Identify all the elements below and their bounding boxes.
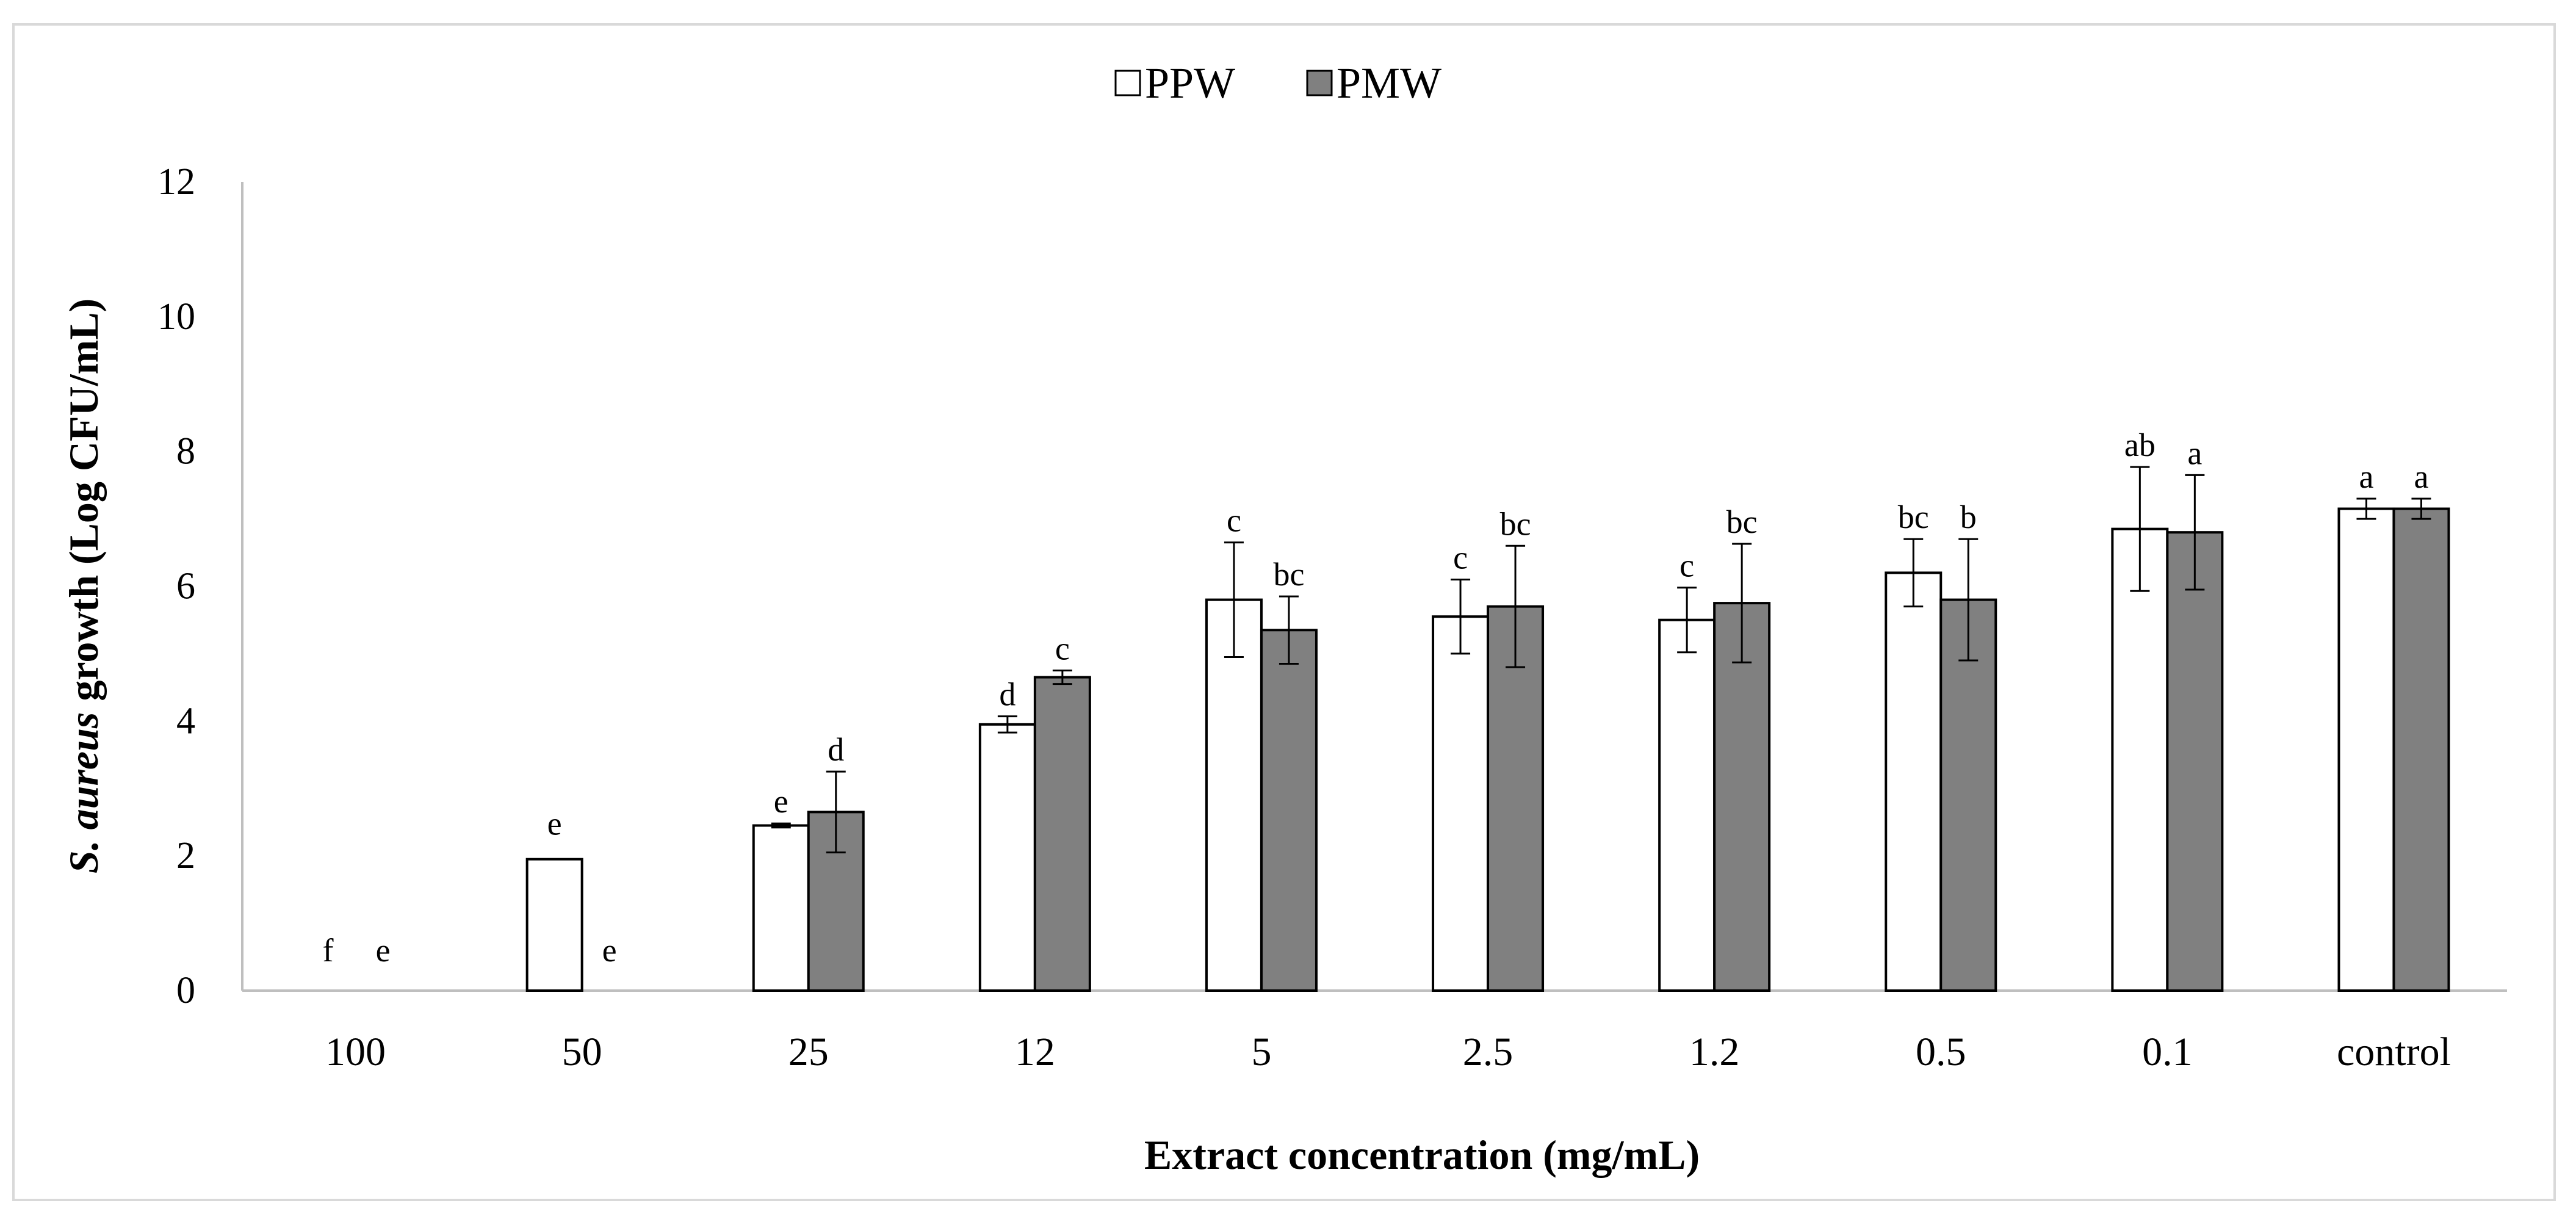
- significance-label: bc: [1273, 556, 1304, 593]
- bar-ppw: [1658, 618, 1716, 992]
- bar-ppw: [1205, 598, 1263, 992]
- x-tick-label: 12: [1015, 1030, 1055, 1074]
- bar-ppw: [2337, 507, 2395, 992]
- significance-label: bc: [1726, 504, 1758, 540]
- y-tick-label: 4: [176, 700, 195, 742]
- x-tick-label: 50: [562, 1030, 602, 1074]
- x-tick-label: 25: [788, 1030, 829, 1074]
- significance-label: c: [1679, 547, 1694, 584]
- significance-label: a: [2414, 458, 2428, 495]
- x-axis-title: Extract concentration (mg/mL): [1144, 1132, 1700, 1178]
- legend-swatch-ppw: [1114, 70, 1141, 96]
- bar-pmw: [1487, 605, 1545, 992]
- y-tick-label: 12: [157, 161, 195, 203]
- legend-label-pmw: PMW: [1337, 59, 1441, 107]
- bar-pmw: [2166, 531, 2224, 992]
- y-ticks: 0 2 4 6 8 10 12: [157, 161, 195, 1011]
- x-tick-label: 5: [1251, 1030, 1271, 1074]
- bar-ppw: [2111, 527, 2169, 992]
- y-tick-label: 2: [176, 835, 195, 876]
- significance-label: bc: [1898, 499, 1929, 535]
- x-tick-label: 1.2: [1689, 1030, 1740, 1074]
- bar-pmw: [1260, 629, 1318, 992]
- significance-label: d: [828, 731, 844, 768]
- y-axis-title-rest: growth (Log CFU/mL): [60, 298, 107, 701]
- x-ticks: 100 50 25 12 5 2.5 1.2 0.5 0.1 control: [325, 1030, 2451, 1074]
- y-tick-label: 10: [157, 296, 195, 338]
- significance-label: bc: [1500, 505, 1531, 542]
- x-tick-label: 0.5: [1916, 1030, 1966, 1074]
- y-tick-label: 0: [176, 970, 195, 1011]
- significance-label: a: [2359, 458, 2373, 495]
- significance-label: ab: [2124, 427, 2156, 463]
- significance-label: e: [547, 806, 562, 842]
- x-tick-label: 100: [325, 1030, 386, 1074]
- bar-pmw: [807, 811, 865, 992]
- bar-ppw: [1432, 615, 1490, 992]
- y-tick-label: 6: [176, 566, 195, 607]
- significance-label: c: [1055, 631, 1070, 667]
- bar-pmw: [1033, 676, 1091, 992]
- significance-label: c: [1453, 539, 1468, 576]
- legend-label-ppw: PPW: [1145, 59, 1235, 107]
- significance-label: b: [1960, 499, 1977, 535]
- significance-label: a: [2187, 435, 2202, 471]
- significance-label: e: [602, 932, 617, 969]
- y-axis-title: S. aureus growth (Log CFU/mL): [60, 298, 107, 873]
- bar-ppw: [1885, 571, 1943, 992]
- y-tick-label: 8: [176, 431, 195, 472]
- x-tick-label: 0.1: [2142, 1030, 2193, 1074]
- bar-pmw: [2392, 507, 2450, 992]
- legend-swatch-pmw: [1306, 70, 1333, 96]
- significance-label: e: [774, 783, 788, 820]
- significance-label: c: [1227, 502, 1241, 539]
- significance-label: d: [999, 676, 1016, 713]
- legend: PPW PMW: [1114, 59, 1441, 107]
- x-tick-label: 2.5: [1463, 1030, 1513, 1074]
- bar-ppw: [752, 824, 810, 992]
- significance-label: e: [376, 932, 391, 969]
- significance-label: f: [323, 932, 334, 969]
- bar-ppw: [525, 858, 583, 992]
- bar-ppw: [978, 723, 1036, 992]
- x-tick-label: control: [2337, 1030, 2451, 1074]
- y-axis-title-italic: S. aureus: [60, 712, 107, 874]
